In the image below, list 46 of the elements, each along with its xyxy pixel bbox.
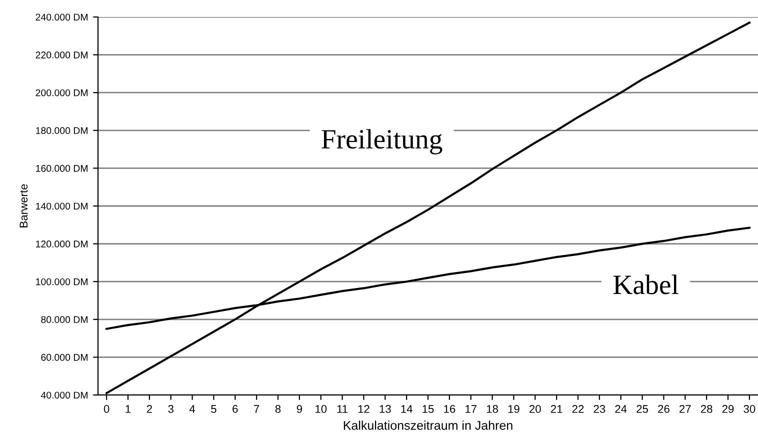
y-tick-label: 80.000 DM — [41, 316, 88, 324]
x-tick-label: 21 — [550, 405, 562, 413]
x-tick-label: 7 — [254, 405, 260, 413]
x-tick-label: 12 — [358, 405, 370, 413]
x-axis-title: Kalkulationszeitraum in Jahren — [344, 420, 512, 430]
x-tick-label: 14 — [401, 405, 412, 413]
x-tick-label: 29 — [722, 405, 734, 413]
x-tick-label: 13 — [380, 405, 391, 413]
y-tick-label: 180.000 DM — [36, 127, 88, 134]
y-tick-label: 140.000 DM — [36, 202, 88, 210]
x-tick-label: 6 — [232, 405, 238, 413]
x-tick-label: 1 — [126, 405, 131, 413]
x-tick-label: 19 — [508, 405, 520, 413]
x-tick-label: 0 — [104, 405, 110, 413]
x-tick-label: 9 — [296, 405, 302, 413]
x-tick-label: 3 — [168, 405, 174, 413]
y-tick-label: 40.000 DM — [40, 392, 88, 399]
series-label: Freileitung — [322, 129, 442, 154]
x-tick-label: 4 — [189, 405, 196, 413]
x-tick-label: 20 — [530, 405, 541, 413]
x-tick-label: 11 — [337, 405, 348, 413]
x-tick-label: 24 — [615, 405, 627, 413]
x-tick-label: 2 — [146, 405, 152, 413]
x-tick-label: 23 — [594, 405, 606, 413]
y-tick-label: 120.000 DM — [36, 240, 88, 248]
x-tick-label: 25 — [636, 405, 648, 413]
x-tick-label: 27 — [680, 405, 691, 413]
x-tick-label: 15 — [422, 405, 434, 413]
y-tick-label: 240.000 DM — [36, 14, 88, 21]
y-tick-label: 160.000 DM — [36, 164, 88, 172]
y-axis-title: Barwerte — [20, 184, 28, 228]
x-tick-label: 8 — [275, 405, 281, 413]
y-tick-label: 100.000 DM — [36, 278, 88, 286]
y-tick-label: 200.000 DM — [36, 89, 88, 96]
y-tick-label: 220.000 DM — [36, 52, 88, 58]
x-tick-label: 16 — [444, 405, 456, 413]
x-tick-label: 17 — [466, 405, 476, 413]
x-tick-label: 26 — [658, 405, 670, 413]
x-tick-label: 22 — [572, 405, 584, 413]
x-tick-label: 5 — [211, 405, 216, 413]
x-tick-label: 18 — [486, 405, 498, 413]
y-tick-label: 60.000 DM — [41, 354, 88, 361]
x-tick-label: 30 — [744, 405, 756, 413]
x-tick-label: 28 — [700, 405, 712, 413]
x-tick-label: 10 — [316, 405, 327, 413]
series-label: Kabel — [613, 274, 678, 294]
